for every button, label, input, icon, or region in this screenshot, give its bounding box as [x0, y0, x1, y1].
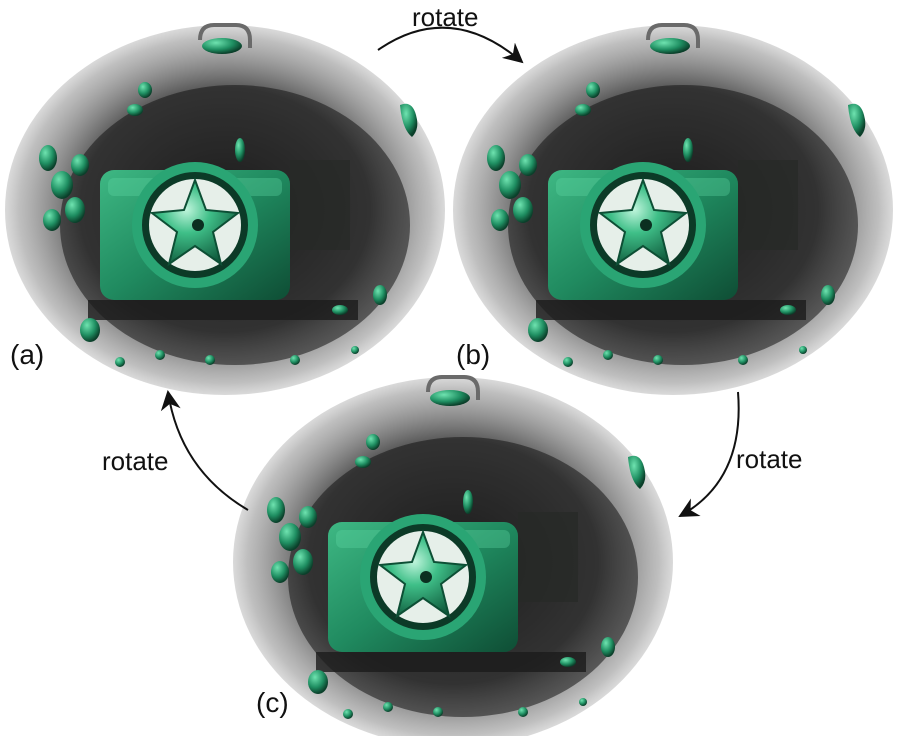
rotate-label-left: rotate [102, 446, 169, 476]
panel-label-a: (a) [10, 339, 44, 370]
scan-volume-b [453, 25, 893, 395]
panel-b: (b) [453, 25, 893, 395]
rotate-label-right: rotate [736, 444, 803, 474]
rotate-label-top: rotate [412, 2, 479, 32]
rotate-arrow-b-to-c: rotate [678, 391, 803, 517]
rotate-arrow-c-to-a: rotate [102, 390, 249, 511]
panel-c: (c) [233, 377, 673, 736]
arrow-path-a-to-b [377, 26, 524, 64]
panel-a: (a) [5, 25, 445, 395]
panel-label-c: (c) [256, 687, 289, 718]
arrow-path-c-to-a [160, 390, 249, 511]
scan-volume-a [5, 25, 445, 395]
scan-volume-c [233, 377, 673, 736]
panel-label-b: (b) [456, 339, 490, 370]
rotate-arrow-a-to-b: rotate [377, 2, 524, 64]
arrow-path-b-to-c [678, 391, 740, 517]
